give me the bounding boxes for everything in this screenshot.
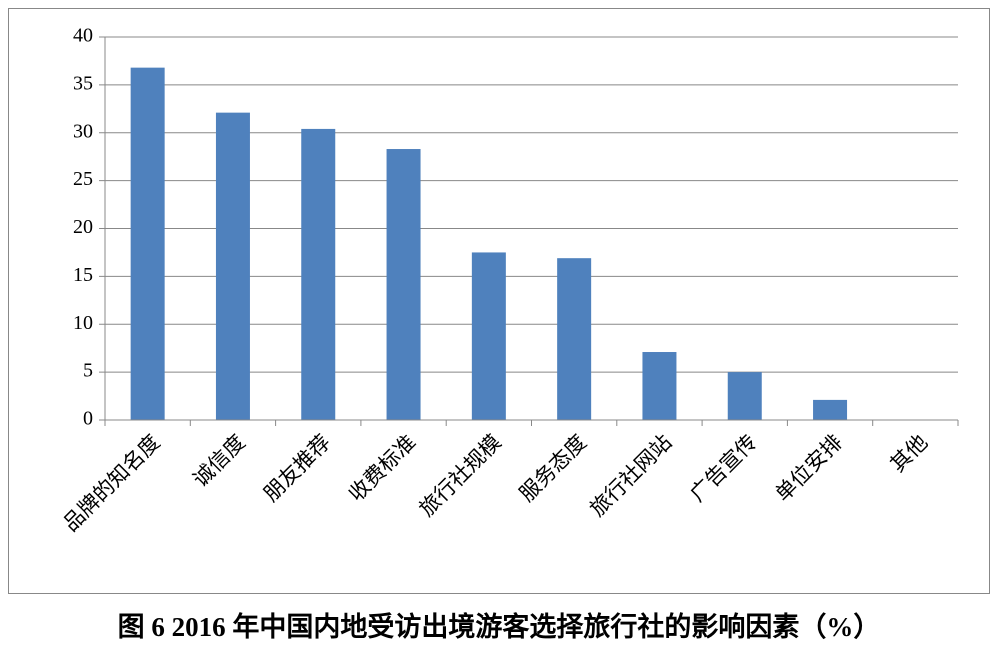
x-tick-label: 单位安排 <box>771 430 847 506</box>
y-tick-label: 40 <box>73 25 93 47</box>
y-tick-label: 5 <box>83 360 93 382</box>
y-tick-label: 30 <box>73 120 93 142</box>
x-tick-label: 服务态度 <box>515 430 591 506</box>
x-tick-label: 品牌的知名度 <box>59 430 165 536</box>
y-tick-label: 35 <box>73 72 93 94</box>
y-tick-label: 10 <box>73 312 93 334</box>
bar <box>386 149 421 420</box>
x-tick-label: 旅行社网站 <box>585 430 676 521</box>
y-tick-label: 20 <box>73 216 93 238</box>
bar <box>727 372 762 420</box>
x-tick-label: 旅行社规模 <box>415 430 506 521</box>
x-tick-label: 诚信度 <box>188 430 250 492</box>
chart-caption: 图 6 2016 年中国内地受访出境游客选择旅行社的影响因素（%） <box>118 611 881 642</box>
y-tick-label: 15 <box>73 264 93 286</box>
chart-frame <box>8 8 990 594</box>
bar <box>642 352 677 420</box>
bar <box>130 67 165 420</box>
bar <box>215 112 250 420</box>
bar <box>813 399 848 420</box>
x-tick-label: 朋友推荐 <box>259 430 335 506</box>
y-tick-label: 25 <box>73 168 93 190</box>
bar <box>301 128 336 421</box>
bar <box>471 252 506 420</box>
x-tick-label: 其他 <box>886 430 933 477</box>
x-tick-label: 收费标准 <box>344 430 420 506</box>
x-tick-label: 广告宣传 <box>685 430 761 506</box>
bar <box>557 258 592 420</box>
y-tick-label: 0 <box>83 408 93 430</box>
